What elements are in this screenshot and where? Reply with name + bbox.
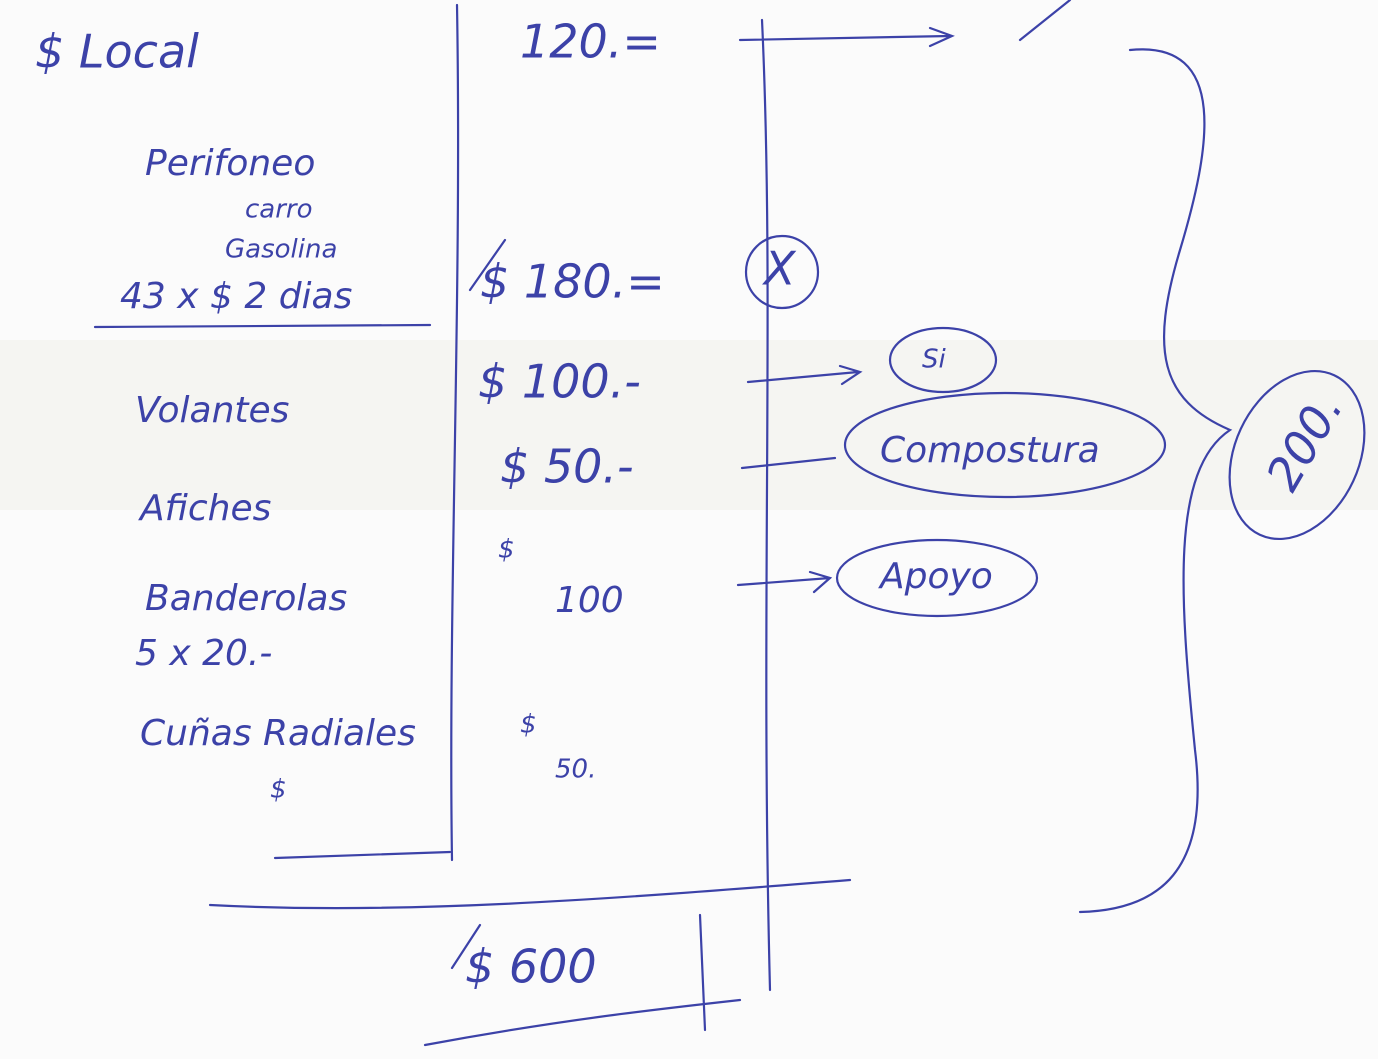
amount: $ 180.=: [480, 255, 665, 309]
amount: 100: [555, 580, 624, 621]
item-detail: Gasolina: [225, 235, 337, 265]
item-label: Volantes: [135, 390, 289, 431]
amount: $ 100.-: [478, 355, 641, 409]
item-label: Perifoneo: [145, 143, 315, 184]
amount: $: [498, 535, 515, 565]
note: X: [762, 242, 797, 296]
ink-lines: [93, 0, 1366, 1047]
amount: $: [520, 710, 537, 740]
item-detail: 43 x $ 2 dias: [120, 276, 352, 317]
amount: 50.: [555, 755, 596, 785]
amount: $ 50.-: [500, 440, 634, 494]
item-detail: carro: [245, 195, 313, 225]
item-detail: 5 x 20.-: [135, 633, 272, 674]
note: Apoyo: [878, 556, 993, 597]
item-detail: $: [270, 775, 287, 805]
item-label: $ Local: [35, 25, 199, 79]
paper-fold: [0, 340, 1378, 510]
note: Compostura: [880, 430, 1100, 471]
total: $ 600: [465, 940, 597, 994]
item-label: Banderolas: [145, 578, 347, 619]
item-label: Cuñas Radiales: [140, 713, 416, 754]
note: Si: [922, 345, 947, 375]
amount: 120.=: [520, 15, 661, 69]
item-label: Afiches: [138, 488, 271, 529]
